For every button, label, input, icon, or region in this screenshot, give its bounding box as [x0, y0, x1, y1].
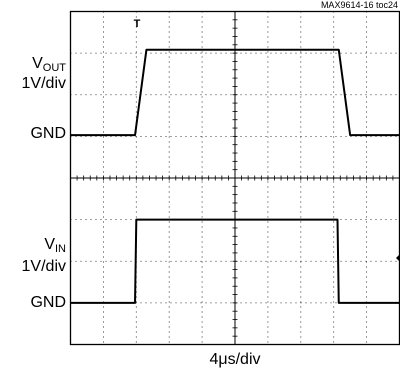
- vin-ground-label: GND: [30, 294, 66, 311]
- vout-ground-label: GND: [30, 125, 66, 142]
- traces: [70, 48, 400, 304]
- vout-name-sub: OUT: [42, 62, 66, 74]
- vin-trace: [70, 218, 400, 304]
- figure-id: MAX9614-16 toc24: [320, 0, 398, 10]
- trigger-marker: T: [134, 18, 141, 30]
- grid: [70, 11, 400, 345]
- vout-name-main: V: [32, 55, 43, 72]
- vin-channel-label: VIN: [0, 236, 66, 255]
- trigger-level-marker: [396, 254, 400, 262]
- vout-channel-label: VOUT: [0, 55, 66, 74]
- vout-trace: [70, 48, 400, 137]
- vin-scale-label: 1V/div: [21, 258, 66, 275]
- vout-scale-label: 1V/div: [21, 75, 66, 92]
- vin-name-main: V: [44, 236, 55, 253]
- vin-name-sub: IN: [55, 243, 66, 255]
- x-axis-label: 4μs/div: [209, 351, 261, 368]
